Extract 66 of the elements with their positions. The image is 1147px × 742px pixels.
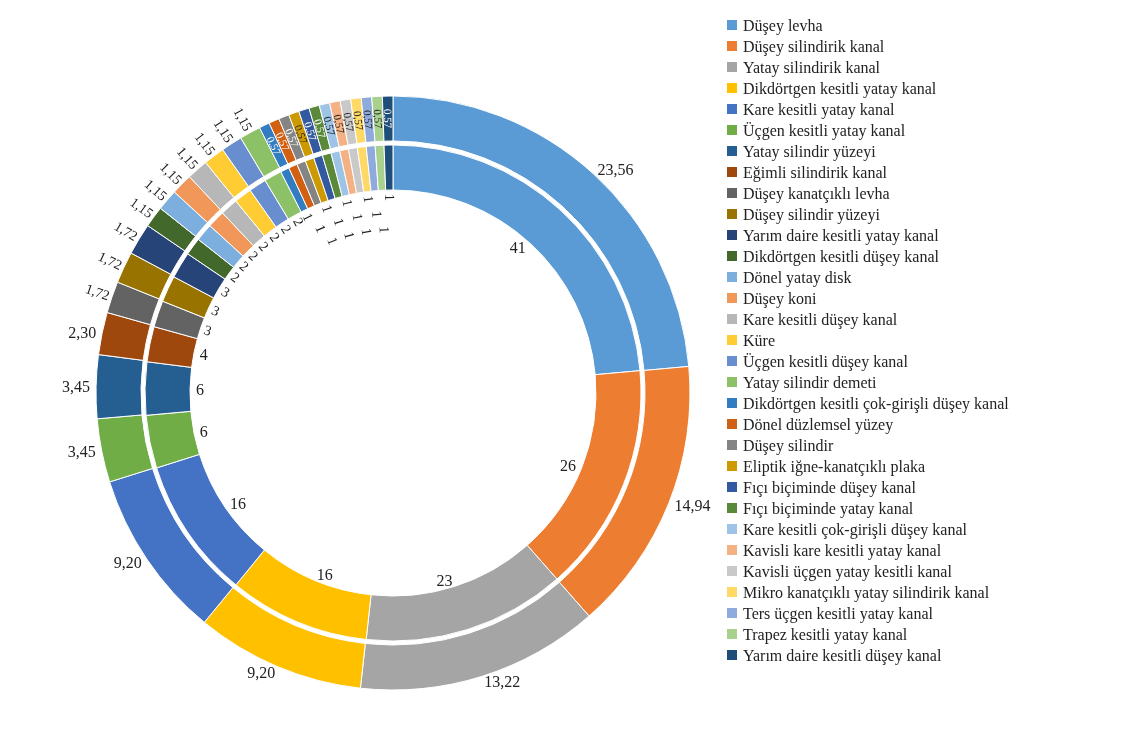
legend-label: Yatay silindirik kanal (743, 58, 881, 77)
data-label: 1 (330, 216, 347, 228)
legend-label: Kavisli üçgen yatay kesitli kanal (743, 562, 953, 581)
legend-label: Kare kesitli çok-girişli düşey kanal (743, 520, 968, 539)
data-label: 26 (560, 457, 577, 475)
data-label: 9,20 (113, 553, 142, 571)
legend-label: Dikdörtgen kesitli çok-girişli düşey kanal (743, 394, 1010, 413)
legend-label: Düşey koni (743, 289, 817, 308)
data-label: 2,30 (68, 323, 97, 341)
data-label: 6 (196, 380, 205, 398)
legend-label: Düşey silindir yüzeyi (743, 205, 881, 224)
data-label: 1 (360, 194, 377, 204)
data-label: 13,22 (484, 673, 521, 691)
data-label: 1 (381, 193, 398, 202)
data-label: 14,94 (674, 496, 711, 514)
legend-label: Düşey silindirik kanal (743, 37, 885, 56)
data-label: 4 (199, 345, 208, 363)
legend-label: Yarım daire kesitli yatay kanal (743, 226, 940, 245)
legend-label: Düşey kanatçıklı levha (743, 184, 890, 203)
data-label: 9,20 (247, 663, 276, 681)
data-label: 3 (209, 302, 222, 320)
legend-label: Eliptik iğne-kanatçıklı plaka (743, 457, 926, 476)
data-label: 1,15 (230, 104, 256, 134)
legend-label: Eğimli silindirik kanal (743, 163, 888, 182)
legend-label: Trapez kesitli yatay kanal (743, 625, 908, 644)
legend-label: Fıçı biçiminde düşey kanal (743, 478, 917, 497)
legend-label: Düşey silindir (743, 436, 834, 455)
data-label: 1 (349, 212, 366, 222)
data-label: 1 (376, 225, 392, 234)
data-label: 6 (199, 423, 208, 441)
data-label: 3,45 (67, 443, 96, 461)
legend-label: Üçgen kesitli düşey kanal (743, 352, 909, 371)
legend-label: Yarım daire kesitli düşey kanal (743, 646, 942, 665)
legend-label: Üçgen kesitli yatay kanal (743, 121, 906, 140)
data-label: 1 (369, 210, 385, 219)
legend-label: Düşey levha (743, 16, 823, 35)
legend-label: Dönel düzlemsel yüzey (743, 415, 894, 434)
legend-label: Ters üçgen kesitli yatay kanal (743, 604, 934, 623)
data-label: 1 (341, 230, 358, 241)
data-label: 1 (339, 197, 356, 209)
data-label: 1,72 (111, 218, 141, 244)
legend-label: Dikdörtgen kesitli düşey kanal (743, 247, 940, 266)
legend-label: Kare kesitli düşey kanal (743, 310, 898, 329)
legend-label: Dönel yatay disk (743, 268, 852, 287)
legend-label: Kare kesitli yatay kanal (743, 100, 896, 119)
data-label: 1 (319, 203, 336, 215)
legend-label: Dikdörtgen kesitli yatay kanal (743, 79, 937, 98)
data-label: 41 (509, 239, 526, 257)
legend-label: Küre (743, 331, 775, 349)
data-label: 3,45 (62, 378, 91, 396)
data-label: 16 (316, 566, 333, 584)
data-label: 1,72 (95, 248, 125, 273)
legend-label: Yatay silindir yüzeyi (743, 142, 877, 161)
data-label: 1 (312, 222, 329, 235)
data-label: 23 (436, 572, 453, 590)
legend-label: Mikro kanatçıklı yatay silindirik kanal (743, 583, 990, 602)
legend-label: Yatay silindir demeti (743, 373, 878, 392)
data-label: 3 (218, 283, 233, 301)
legend-label: Fıçı biçiminde yatay kanal (743, 499, 914, 518)
legend-label: Kavisli kare kesitli yatay kanal (743, 541, 942, 560)
data-label: 16 (229, 495, 246, 513)
data-label: 1 (358, 226, 375, 237)
data-label: 1,72 (83, 281, 112, 304)
data-label: 23,56 (597, 160, 634, 178)
data-label: 1 (324, 235, 341, 248)
data-label: 3 (202, 322, 214, 339)
